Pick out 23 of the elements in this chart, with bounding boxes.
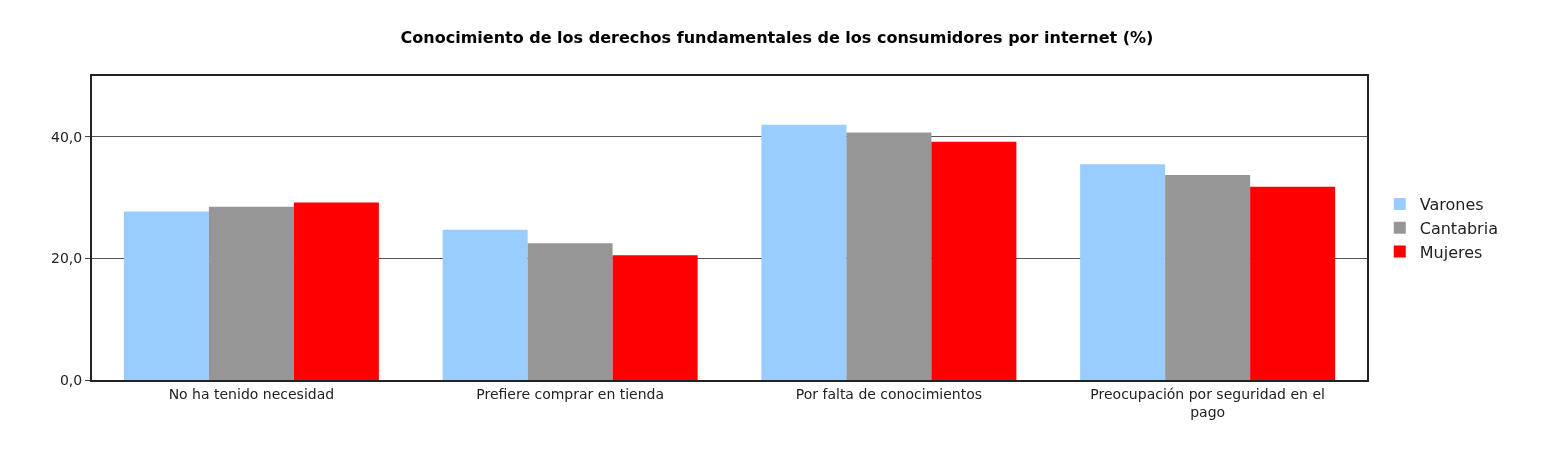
bar	[442, 229, 528, 380]
x-tick-label: Preocupación por seguridad en el pago	[1090, 385, 1325, 420]
legend-label: Mujeres	[1419, 242, 1483, 262]
bar	[846, 132, 932, 380]
chart-title: Conocimiento de los derechos fundamentales de los consumidores por internet (%)	[400, 27, 1154, 47]
legend-label: Cantabria	[1419, 218, 1498, 238]
y-tick-label: 40,0	[51, 128, 83, 145]
legend-label: Varones	[1419, 195, 1484, 215]
bar	[293, 202, 379, 380]
y-tick-label: 0,0	[59, 371, 83, 388]
bar	[1080, 164, 1166, 380]
x-tick-label: Por falta de conocimientos	[795, 385, 982, 402]
bar	[1250, 186, 1336, 380]
bar	[931, 141, 1017, 380]
x-tick-label: Prefiere comprar en tienda	[476, 385, 665, 402]
y-tick-label: 20,0	[51, 250, 83, 267]
bar	[123, 211, 209, 380]
x-tick-label: No ha tenido necesidad	[168, 385, 335, 402]
bar	[527, 243, 613, 380]
bar	[612, 255, 698, 380]
bar	[1165, 175, 1251, 380]
bar	[761, 124, 847, 380]
bar	[208, 206, 294, 380]
